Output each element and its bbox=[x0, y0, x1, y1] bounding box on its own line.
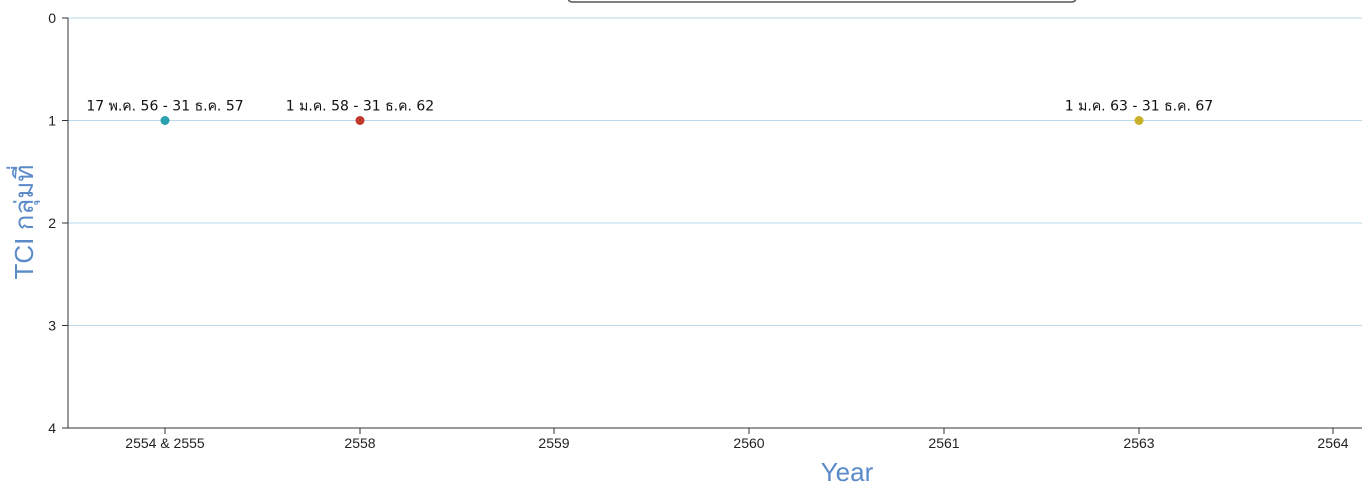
data-point[interactable] bbox=[355, 116, 365, 125]
y-tick-label: 3 bbox=[48, 318, 56, 334]
points-layer: 17 พ.ค. 56 - 31 ธ.ค. 57 1 ม.ค. 58 - 31 ธ.… bbox=[86, 99, 1213, 125]
data-point-label: 1 ม.ค. 58 - 31 ธ.ค. 62 bbox=[286, 99, 434, 115]
data-point[interactable] bbox=[160, 116, 170, 125]
tooltip-box bbox=[567, 0, 1077, 3]
data-point-label: 17 พ.ค. 56 - 31 ธ.ค. 57 bbox=[86, 99, 243, 115]
axis-layer: 0 1 2 3 4 2554 & 2555 2558 2559 2560 2561 2563 2564 bbox=[48, 10, 1362, 451]
y-tick-label: 4 bbox=[48, 420, 56, 436]
y-tick-label: 0 bbox=[48, 10, 56, 26]
x-tick-label: 2558 bbox=[344, 435, 375, 451]
y-tick-label: 2 bbox=[48, 215, 56, 231]
y-tick-label: 1 bbox=[48, 113, 56, 129]
y-axis-title: TCI กลุ่มที่ bbox=[6, 164, 40, 279]
data-point-label: 1 ม.ค. 63 - 31 ธ.ค. 67 bbox=[1065, 99, 1213, 115]
x-axis-title: Year bbox=[821, 457, 874, 487]
x-tick-label: 2554 & 2555 bbox=[125, 435, 205, 451]
x-tick-label: 2561 bbox=[928, 435, 959, 451]
x-tick-label: 2560 bbox=[733, 435, 764, 451]
x-tick-label: 2564 bbox=[1317, 435, 1348, 451]
x-tick-label: 2559 bbox=[538, 435, 569, 451]
x-tick-label: 2563 bbox=[1123, 435, 1154, 451]
grid-layer bbox=[68, 17, 1362, 326]
data-point[interactable] bbox=[1134, 116, 1144, 125]
